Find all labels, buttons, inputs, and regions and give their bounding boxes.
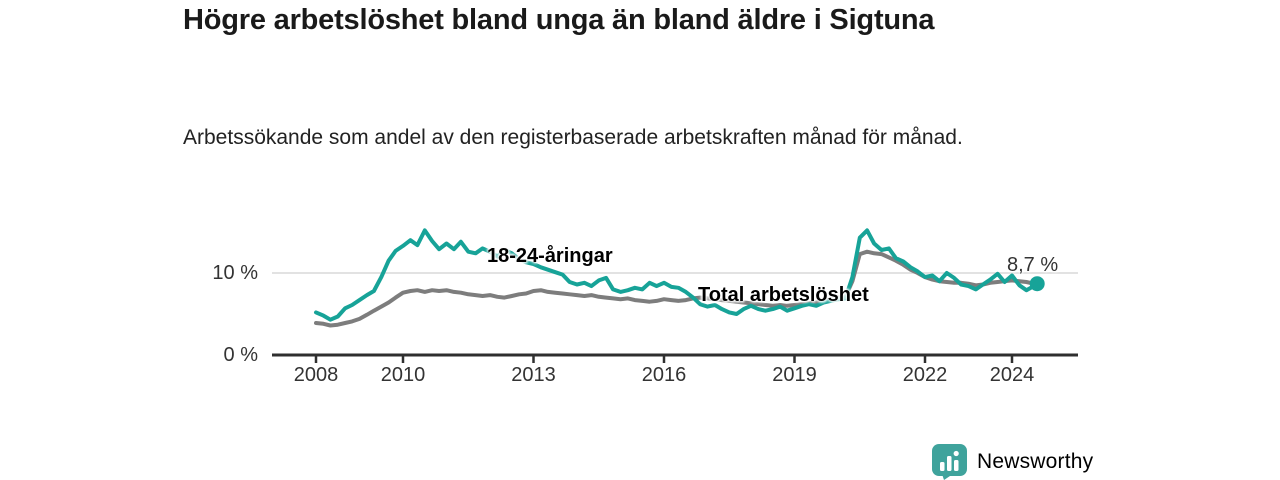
x-tick-label: 2016: [641, 364, 687, 386]
x-tick-label: 2019: [772, 364, 817, 386]
chart-subtitle: Arbetssökande som andel av den registerb…: [183, 126, 963, 149]
series-line: [314, 228, 1040, 322]
latest-value-annotation: 8,7 %: [1007, 254, 1059, 276]
series-label-total: Total arbetslöshet: [698, 284, 869, 306]
newsworthy-icon: [931, 443, 968, 480]
x-tick-label: 2022: [902, 364, 948, 386]
newsworthy-logo[interactable]: Newsworthy: [931, 443, 1093, 480]
x-tick-label: 2010: [380, 364, 426, 386]
y-tick-label: 0 %: [223, 344, 258, 366]
latest-value-dot: [1029, 276, 1045, 292]
x-tick-label: 2008: [293, 364, 339, 386]
x-tick-label: 2013: [511, 364, 556, 386]
page-title: Högre arbetslöshet bland unga än bland ä…: [183, 4, 935, 36]
y-tick-label: 10 %: [212, 262, 258, 284]
newsworthy-logo-text: Newsworthy: [977, 449, 1094, 473]
data-series-lines: [314, 228, 1040, 328]
x-tick-label: 2024: [989, 364, 1035, 386]
series-label-18-24: 18-24-åringar: [487, 245, 613, 267]
